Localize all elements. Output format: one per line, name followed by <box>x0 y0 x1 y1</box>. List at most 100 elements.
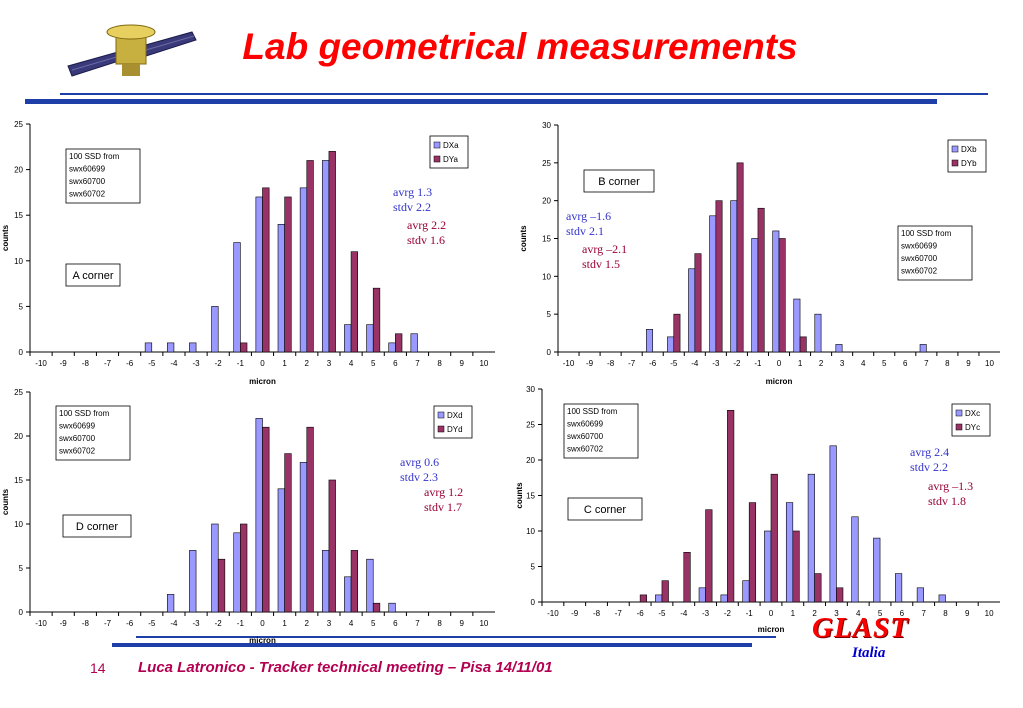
y-tick-label: 25 <box>14 120 23 129</box>
bar-dxa <box>277 224 285 353</box>
bar-dxc <box>916 587 924 603</box>
y-axis-label: counts <box>1 224 10 251</box>
x-tick-label: 0 <box>769 609 774 618</box>
legend-label-dxa: DXa <box>443 141 459 150</box>
bar-dxd <box>166 594 175 613</box>
glast-logo-subtext: Italia <box>852 645 886 661</box>
stats-line: stdv 1.8 <box>928 494 966 508</box>
corner-box <box>583 169 655 193</box>
x-tick-label: 2 <box>812 609 817 618</box>
x-tick-label: -3 <box>193 359 201 368</box>
bar-dxa <box>410 333 418 353</box>
legend-box <box>429 135 469 169</box>
x-tick-label: 0 <box>260 619 265 628</box>
bar-dxa <box>255 196 263 353</box>
stats-line: stdv 2.1 <box>566 224 604 238</box>
x-tick-label: -3 <box>702 609 710 618</box>
x-tick-label: -10 <box>35 359 47 368</box>
legend-swatch-dyc <box>955 423 963 431</box>
bar-dxc <box>764 530 772 603</box>
bar-dxd <box>366 558 374 613</box>
legend-label-dxd: DXd <box>447 411 463 420</box>
header-rule <box>25 99 937 104</box>
corner-label: A corner <box>73 270 114 282</box>
x-tick-label: 7 <box>415 619 420 628</box>
bar-dyb <box>694 253 702 353</box>
x-tick-label: -6 <box>637 609 645 618</box>
bar-dyc <box>836 587 844 603</box>
x-tick-label: 9 <box>460 359 465 368</box>
x-tick-label: 9 <box>965 609 970 618</box>
x-tick-label: -7 <box>628 359 636 368</box>
x-tick-label: -3 <box>712 359 720 368</box>
y-tick-label: 25 <box>542 159 551 168</box>
bar-dxc <box>807 473 815 603</box>
bar-dxb <box>709 215 717 353</box>
notes-line: swx60699 <box>567 420 604 429</box>
notes-line: swx60700 <box>59 434 96 443</box>
bar-dya <box>262 187 270 353</box>
notes-box <box>897 225 973 281</box>
notes-line: swx60699 <box>69 165 106 174</box>
chart-d-corner: 0 5 10 15 20 25 counts -10 -9 -8 -7 -6 -5 -4 -3 -2 -1 0 1 2… <box>0 384 500 646</box>
bar-dxb <box>814 313 822 353</box>
stats-line: stdv 1.7 <box>424 500 462 514</box>
x-tick-label: -10 <box>563 359 575 368</box>
x-tick-label: 7 <box>415 359 420 368</box>
bar-dxa <box>189 342 197 353</box>
x-tick-label: -8 <box>593 609 601 618</box>
x-tick-label: -2 <box>215 359 223 368</box>
x-tick-label: -5 <box>148 619 156 628</box>
stats-line: avrg –1.6 <box>566 209 611 223</box>
bar-dyb <box>778 238 786 353</box>
legend-swatch-dxa <box>433 141 441 149</box>
stats-line: avrg 2.2 <box>407 218 446 232</box>
bar-dyc <box>727 409 735 603</box>
y-tick-label: 0 <box>19 348 24 357</box>
notes-line: swx60700 <box>567 432 604 441</box>
y-tick-label: 5 <box>547 310 552 319</box>
x-tick-label: 6 <box>903 359 908 368</box>
y-tick-label: 15 <box>14 211 23 220</box>
legend-swatch-dxd <box>437 411 445 419</box>
x-tick-label: -4 <box>170 619 178 628</box>
x-axis-label: micron <box>249 377 276 386</box>
bar-dya <box>350 251 359 353</box>
legend-swatch-dyd <box>437 425 445 433</box>
x-tick-label: 1 <box>798 359 803 368</box>
bar-dxc <box>829 445 837 603</box>
legend-label-dya: DYa <box>443 155 459 164</box>
page-number: 14 <box>90 660 106 676</box>
y-tick-label: 10 <box>526 527 535 536</box>
x-tick-label: -4 <box>680 609 688 618</box>
bar-dxd <box>344 576 352 613</box>
x-tick-label: -6 <box>126 359 134 368</box>
x-tick-label: -3 <box>193 619 201 628</box>
x-tick-label: 3 <box>327 619 332 628</box>
bar-dxa <box>344 324 352 353</box>
legend-box <box>951 403 991 437</box>
bar-dyd <box>372 602 381 613</box>
x-tick-label: 8 <box>437 619 442 628</box>
legend-box <box>433 405 473 439</box>
x-tick-label: -10 <box>35 619 47 628</box>
x-tick-label: -4 <box>691 359 699 368</box>
bar-dyc <box>705 509 713 603</box>
x-tick-label: -2 <box>733 359 741 368</box>
x-tick-label: 10 <box>479 359 488 368</box>
corner-box <box>567 497 643 521</box>
bar-dxb <box>772 230 780 353</box>
notes-line: swx60702 <box>901 267 938 276</box>
x-tick-label: -1 <box>237 619 245 628</box>
bar-dxa <box>321 160 330 353</box>
bar-dya <box>372 287 381 353</box>
bar-dyb <box>799 336 807 353</box>
chart-b-corner: 0 5 10 15 20 25 30 counts -10 -9 -8 -7 -6 -5 -4 -3 -2 -1 0… <box>512 116 1020 388</box>
bar-dyb <box>736 162 744 353</box>
legend-swatch-dyb <box>951 159 959 167</box>
x-tick-label: 8 <box>945 359 950 368</box>
corner-label: C corner <box>584 504 627 516</box>
bar-dxd <box>211 523 219 613</box>
slide-title: Lab geometrical measurements <box>242 26 798 67</box>
